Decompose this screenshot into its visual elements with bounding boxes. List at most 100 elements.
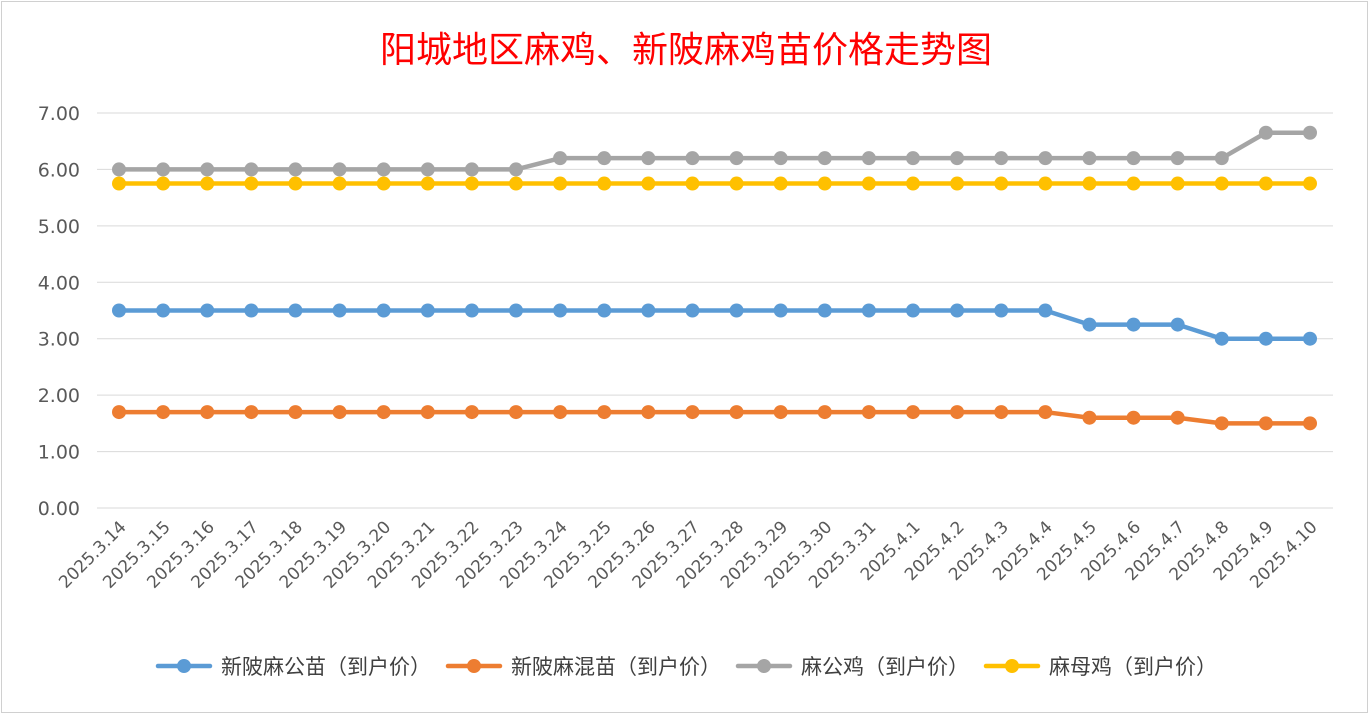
data-point bbox=[1038, 303, 1053, 318]
data-point bbox=[1038, 176, 1053, 191]
data-point bbox=[597, 151, 612, 166]
data-point bbox=[464, 176, 479, 191]
data-point bbox=[641, 151, 656, 166]
data-point bbox=[1303, 125, 1317, 140]
data-point bbox=[906, 405, 920, 420]
legend-item: 新陂麻公苗（到户价） bbox=[155, 655, 431, 679]
data-point bbox=[994, 151, 1009, 166]
series-2 bbox=[112, 405, 1317, 431]
data-point bbox=[950, 176, 965, 191]
data-point bbox=[420, 176, 435, 191]
data-point bbox=[553, 303, 568, 318]
data-point bbox=[1038, 151, 1053, 166]
data-point bbox=[1082, 317, 1097, 332]
data-point bbox=[1082, 176, 1097, 191]
data-point bbox=[641, 176, 656, 191]
data-point bbox=[464, 405, 479, 420]
data-point bbox=[994, 303, 1009, 318]
data-point bbox=[729, 176, 744, 191]
data-point bbox=[112, 162, 126, 177]
data-point bbox=[464, 162, 479, 177]
series-3 bbox=[112, 125, 1317, 177]
data-point bbox=[906, 303, 920, 318]
data-point bbox=[950, 303, 965, 318]
legend-swatch-marker bbox=[757, 659, 771, 673]
data-point bbox=[906, 176, 920, 191]
legend: 新陂麻公苗（到户价） 新陂麻混苗（到户价） 麻公鸡（到户价） 麻母鸡（到户价） bbox=[155, 655, 1217, 679]
data-point bbox=[376, 405, 391, 420]
data-point bbox=[1214, 176, 1229, 191]
data-point bbox=[1214, 151, 1229, 166]
data-point bbox=[950, 405, 965, 420]
series-1 bbox=[112, 303, 1317, 346]
data-point bbox=[1126, 317, 1141, 332]
data-point bbox=[773, 151, 788, 166]
data-point bbox=[112, 176, 126, 191]
y-tick-label: 0.00 bbox=[38, 498, 80, 520]
data-point bbox=[817, 405, 832, 420]
data-point bbox=[1082, 410, 1097, 425]
data-point bbox=[200, 303, 215, 318]
data-point bbox=[641, 405, 656, 420]
data-point bbox=[332, 303, 347, 318]
data-point bbox=[156, 176, 171, 191]
legend-swatch-marker bbox=[177, 659, 191, 673]
data-point bbox=[112, 405, 126, 420]
y-tick-label: 5.00 bbox=[38, 216, 80, 238]
data-point bbox=[244, 303, 259, 318]
data-point bbox=[861, 151, 876, 166]
data-point bbox=[1303, 416, 1317, 431]
data-point bbox=[729, 303, 744, 318]
data-point bbox=[1038, 405, 1053, 420]
legend-label: 新陂麻公苗（到户价） bbox=[221, 655, 431, 679]
data-point bbox=[376, 176, 391, 191]
data-point bbox=[1170, 151, 1185, 166]
gridlines bbox=[97, 112, 1333, 509]
y-tick-label: 4.00 bbox=[38, 272, 80, 294]
data-point bbox=[332, 405, 347, 420]
data-point bbox=[597, 405, 612, 420]
data-point bbox=[553, 405, 568, 420]
y-tick-label: 7.00 bbox=[38, 103, 80, 125]
y-tick-label: 3.00 bbox=[38, 329, 80, 351]
data-point bbox=[288, 176, 303, 191]
data-point bbox=[200, 405, 215, 420]
data-point bbox=[376, 162, 391, 177]
data-point bbox=[994, 176, 1009, 191]
data-point bbox=[464, 303, 479, 318]
data-point bbox=[509, 176, 523, 191]
data-point bbox=[906, 151, 920, 166]
data-point bbox=[685, 405, 700, 420]
y-tick-label: 2.00 bbox=[38, 385, 80, 407]
legend-label: 麻母鸡（到户价） bbox=[1049, 655, 1217, 679]
data-point bbox=[420, 162, 435, 177]
data-point bbox=[817, 303, 832, 318]
data-point bbox=[288, 162, 303, 177]
y-tick-label: 1.00 bbox=[38, 442, 80, 464]
data-point bbox=[112, 303, 126, 318]
data-point bbox=[1170, 317, 1185, 332]
data-point bbox=[200, 162, 215, 177]
data-point bbox=[861, 303, 876, 318]
data-point bbox=[773, 405, 788, 420]
series-line bbox=[116, 409, 1313, 426]
data-point bbox=[553, 176, 568, 191]
data-point bbox=[1082, 151, 1097, 166]
data-point bbox=[156, 303, 171, 318]
data-point bbox=[244, 176, 259, 191]
data-point bbox=[817, 176, 832, 191]
chart-title: 阳城地区麻鸡、新陂麻鸡苗价格走势图 bbox=[380, 30, 992, 71]
series-line bbox=[116, 308, 1313, 341]
data-point bbox=[332, 162, 347, 177]
series-4 bbox=[112, 176, 1317, 191]
data-point bbox=[244, 162, 259, 177]
data-point bbox=[773, 303, 788, 318]
y-axis-ticks: 0.00 1.00 2.00 3.00 4.00 5.00 6.00 7.00 bbox=[38, 103, 80, 520]
data-point bbox=[332, 176, 347, 191]
data-point bbox=[420, 405, 435, 420]
data-point bbox=[156, 405, 171, 420]
